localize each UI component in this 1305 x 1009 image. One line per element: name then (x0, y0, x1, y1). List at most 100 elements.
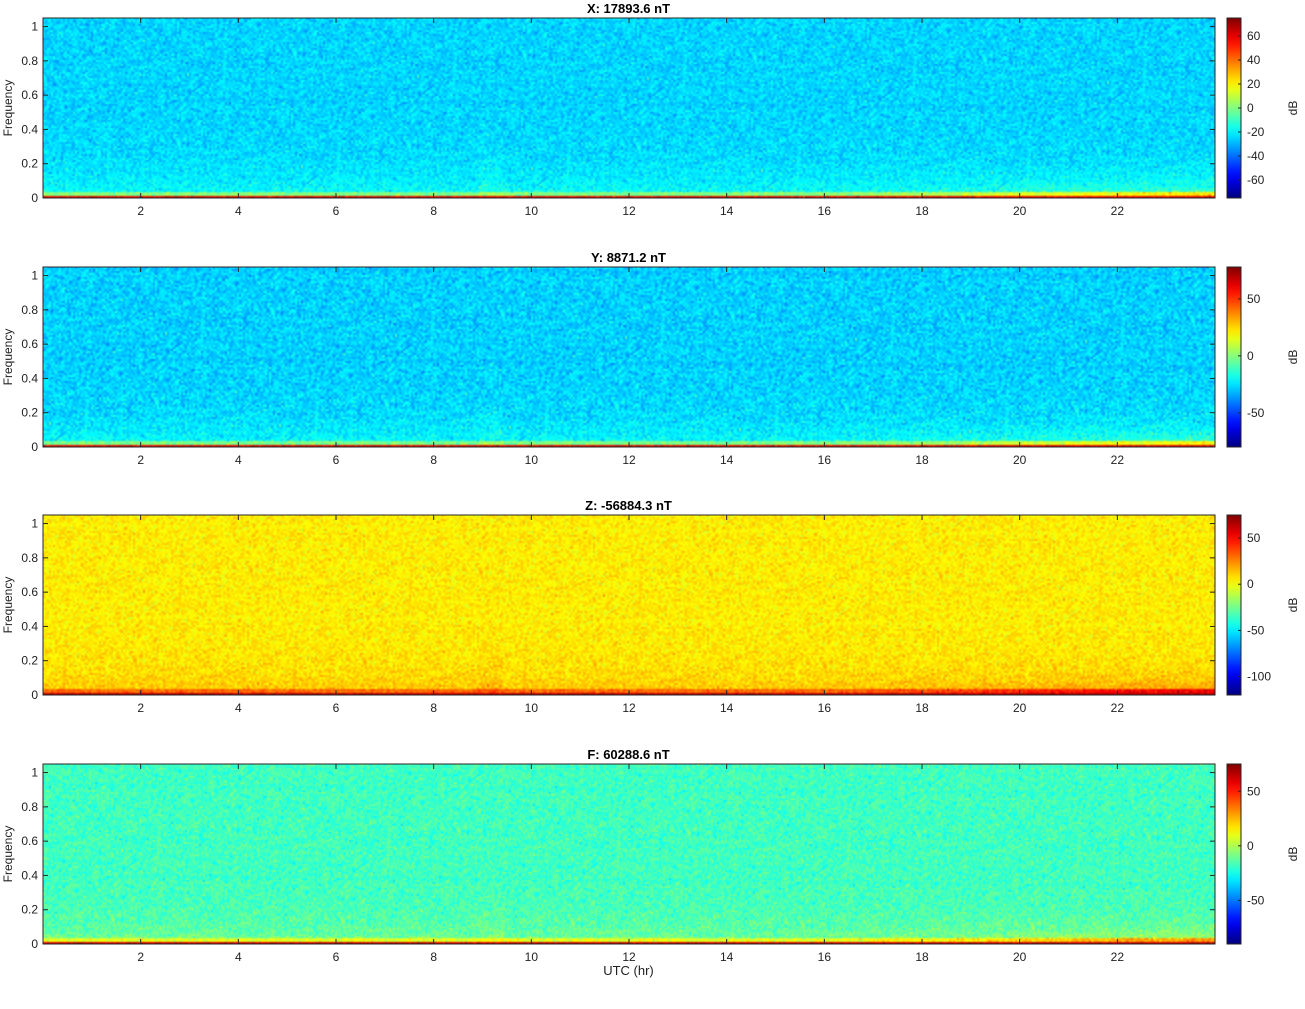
colorbar-tick-label: 20 (1247, 77, 1261, 91)
panel-title: Z: -56884.3 nT (585, 498, 672, 513)
y-tick-label: 0.6 (21, 88, 38, 102)
x-tick-label: 2 (137, 453, 144, 467)
spectrogram-image (43, 267, 1215, 447)
panel-title: X: 17893.6 nT (586, 1, 671, 16)
y-tick-label: 0.4 (21, 122, 38, 136)
x-tick-label: 8 (430, 950, 437, 964)
spectrogram-image (43, 515, 1215, 695)
x-tick-label: 10 (525, 701, 539, 715)
x-tick-label: 6 (333, 950, 340, 964)
axes-overlay: 2 4 6 8 10 12 14 16 18 20 22 0 0.2 0.4 0.6 0.8 1 Frequenc… (1, 514, 1300, 715)
y-axis-label: Frequency (1, 826, 15, 883)
y-tick-label: 1 (31, 269, 38, 283)
x-tick-label: 4 (235, 453, 242, 467)
x-tick-label: 6 (333, 453, 340, 467)
colorbar-tick-label: 0 (1247, 349, 1254, 363)
y-tick-label: 0.2 (21, 157, 38, 171)
plot-frame (42, 763, 1216, 945)
y-axis-label: Frequency (1, 577, 15, 634)
x-tick-label: 4 (235, 204, 242, 218)
y-tick-label: 0.2 (21, 406, 38, 420)
colorbar-tick-label: -100 (1247, 670, 1271, 684)
colorbar-tick-label: 0 (1247, 577, 1254, 591)
panel-x: X: 17893.6 nT 2 4 6 8 10 12 14 16 18 20 22 0 0.2 0.4 0… (0, 2, 1305, 263)
y-tick-label: 1 (31, 517, 38, 531)
y-tick-label: 0.8 (21, 800, 38, 814)
x-tick-label: 22 (1111, 453, 1125, 467)
x-tick-label: 10 (525, 950, 539, 964)
x-tick-label: 14 (720, 453, 734, 467)
x-tick-label: 12 (622, 453, 636, 467)
x-tick-label: 22 (1111, 950, 1125, 964)
x-tick-label: 12 (622, 950, 636, 964)
x-tick-label: 18 (915, 453, 929, 467)
x-tick-label: 20 (1013, 453, 1027, 467)
y-tick-label: 0.4 (21, 371, 38, 385)
axes-overlay: 2 4 6 8 10 12 14 16 18 20 22 0 0.2 0.4 0.6 0.8 1 Frequenc… (1, 17, 1300, 218)
x-tick-label: 18 (915, 204, 929, 218)
plot-frame (42, 514, 1216, 696)
x-tick-label: 20 (1013, 950, 1027, 964)
x-tick-label: 16 (818, 453, 832, 467)
y-tick-label: 0.2 (21, 903, 38, 917)
x-tick-label: 10 (525, 453, 539, 467)
colorbar (1226, 763, 1242, 945)
x-tick-label: 16 (818, 204, 832, 218)
y-axis-label: Frequency (1, 329, 15, 386)
y-tick-label: 0 (31, 937, 38, 951)
y-tick-label: 0.6 (21, 337, 38, 351)
x-tick-label: 4 (235, 701, 242, 715)
colorbar-tick-label: -20 (1247, 125, 1265, 139)
y-tick-label: 1 (31, 766, 38, 780)
y-tick-label: 0 (31, 191, 38, 205)
colorbar-tick-label: 50 (1247, 531, 1261, 545)
x-tick-label: 20 (1013, 701, 1027, 715)
colorbar-tick-label: 40 (1247, 53, 1261, 67)
x-tick-label: 8 (430, 204, 437, 218)
y-tick-label: 0 (31, 440, 38, 454)
plot-frame (42, 17, 1216, 199)
colorbar-tick-label: 50 (1247, 292, 1261, 306)
y-tick-label: 0.6 (21, 585, 38, 599)
y-tick-label: 0.4 (21, 868, 38, 882)
plot-frame (42, 266, 1216, 448)
x-tick-label: 14 (720, 950, 734, 964)
x-tick-label: 2 (137, 701, 144, 715)
x-tick-label: 12 (622, 204, 636, 218)
y-tick-label: 0.8 (21, 303, 38, 317)
x-tick-label: 8 (430, 453, 437, 467)
x-tick-label: 22 (1111, 701, 1125, 715)
colorbar-tick-label: -50 (1247, 406, 1265, 420)
colorbar-label: dB (1286, 350, 1300, 365)
panel-y: Y: 8871.2 nT 2 4 6 8 10 12 14 16 18 20 22 0 0.2 0.4 0.… (0, 251, 1305, 512)
colorbar-tick-label: 0 (1247, 839, 1254, 853)
colorbar (1226, 266, 1242, 448)
colorbar-tick-label: 50 (1247, 784, 1261, 798)
spectrogram-figure: X: 17893.6 nT 2 4 6 8 10 12 14 16 18 20 22 0 0.2 0.4 0… (0, 2, 1305, 979)
x-tick-label: 16 (818, 701, 832, 715)
colorbar-tick-label: 0 (1247, 101, 1254, 115)
y-tick-label: 0.2 (21, 654, 38, 668)
y-tick-label: 1 (31, 20, 38, 34)
y-tick-label: 0.4 (21, 619, 38, 633)
x-axis-label: UTC (hr) (603, 963, 654, 978)
x-tick-label: 12 (622, 701, 636, 715)
colorbar-label: dB (1286, 101, 1300, 116)
colorbar-tick-label: -50 (1247, 893, 1265, 907)
x-tick-label: 8 (430, 701, 437, 715)
panel-f: F: 60288.6 nT 2 4 6 8 10 12 14 16 18 20 22 0 0.2 0.4 0… (0, 748, 1305, 1009)
x-tick-label: 6 (333, 204, 340, 218)
y-axis-label: Frequency (1, 80, 15, 137)
colorbar-label: dB (1286, 598, 1300, 613)
x-tick-label: 14 (720, 204, 734, 218)
axes-overlay: 2 4 6 8 10 12 14 16 18 20 22 0 0.2 0.4 0.6 0.8 1 Frequenc… (1, 266, 1300, 467)
x-tick-label: 2 (137, 950, 144, 964)
panel-z: Z: -56884.3 nT 2 4 6 8 10 12 14 16 18 20 22 0 0.2 0.4… (0, 499, 1305, 760)
y-tick-label: 0.8 (21, 54, 38, 68)
x-tick-label: 20 (1013, 204, 1027, 218)
x-tick-label: 22 (1111, 204, 1125, 218)
x-tick-label: 4 (235, 950, 242, 964)
y-tick-label: 0.8 (21, 551, 38, 565)
colorbar-tick-label: -50 (1247, 623, 1265, 637)
colorbar (1226, 514, 1242, 696)
